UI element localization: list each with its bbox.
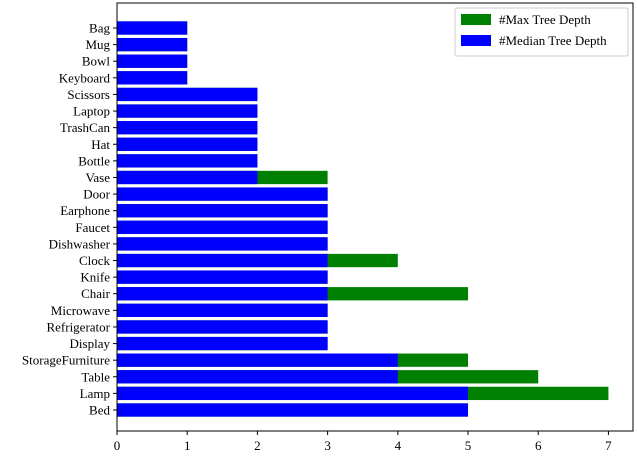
y-tick-label: Clock <box>79 253 111 268</box>
plot-frame <box>116 2 634 432</box>
y-tick-label: Lamp <box>80 386 110 401</box>
bar-median-tree-depth-table <box>117 370 398 384</box>
bar-median-tree-depth-display <box>117 336 328 351</box>
bar-median-tree-depth-faucet <box>117 220 328 234</box>
y-tick-label: Microwave <box>51 303 110 318</box>
x-tick-label: 1 <box>184 438 191 453</box>
bar-median-tree-depth-bed <box>117 403 469 417</box>
y-tick-label: Table <box>81 369 110 384</box>
bar-median-tree-depth-keyboard <box>117 71 188 85</box>
bar-median-tree-depth-bottle <box>117 154 258 168</box>
bar-median-tree-depth-mug <box>117 37 188 52</box>
bar-median-tree-depth-scissors <box>117 87 258 102</box>
x-tick-label: 4 <box>395 438 402 453</box>
y-tick-label: Dishwasher <box>49 236 111 251</box>
y-tick-label: Knife <box>80 270 110 285</box>
y-tick-label: Display <box>70 336 111 351</box>
bar-median-tree-depth-trashcan <box>117 121 258 135</box>
y-tick-label: Bag <box>89 21 110 36</box>
y-tick-label: Hat <box>91 137 110 152</box>
bar-median-tree-depth-lamp <box>117 386 469 401</box>
bar-median-tree-depth-storagefurniture <box>117 353 398 367</box>
bar-median-tree-depth-door <box>117 187 328 201</box>
x-tick-label: 0 <box>114 438 121 453</box>
bar-median-tree-depth-vase <box>117 170 258 185</box>
y-tick-label: Faucet <box>75 220 110 235</box>
y-tick-label: Refrigerator <box>46 319 110 334</box>
y-tick-label: Scissors <box>67 87 110 102</box>
y-tick-label: Chair <box>81 286 111 301</box>
y-tick-label: Bed <box>89 403 110 418</box>
legend-label-max-tree-depth: #Max Tree Depth <box>499 12 591 27</box>
x-ticks: 0 1 2 3 4 5 6 7 <box>114 431 612 453</box>
bar-median-tree-depth-earphone <box>117 204 328 218</box>
bar-median-tree-depth-dishwasher <box>117 237 328 251</box>
y-tick-label: StorageFurniture <box>22 353 110 368</box>
y-tick-label: Keyboard <box>59 70 111 85</box>
y-tick-label: Laptop <box>73 104 110 119</box>
x-tick-label: 7 <box>605 438 612 453</box>
bar-median-tree-depth-microwave <box>117 303 328 317</box>
bar-median-tree-depth-hat <box>117 137 258 151</box>
legend-swatch-median-tree-depth <box>461 35 491 46</box>
bar-median-tree-depth-knife <box>117 270 328 284</box>
legend: #Max Tree Depth #Median Tree Depth <box>454 7 629 57</box>
legend-swatch-max-tree-depth <box>461 14 491 25</box>
bar-median-tree-depth-laptop <box>117 104 258 118</box>
bar-median-tree-depth-clock <box>117 253 328 268</box>
y-tick-label: Vase <box>85 170 110 185</box>
bars-layer <box>117 21 609 417</box>
y-tick-label: Bowl <box>82 54 111 69</box>
legend-box <box>454 7 629 57</box>
bar-median-tree-depth-bag <box>117 21 188 35</box>
x-tick-label: 3 <box>324 438 331 453</box>
x-tick-label: 5 <box>465 438 472 453</box>
y-tick-label: Bottle <box>78 153 110 168</box>
x-tick-label: 6 <box>535 438 542 453</box>
y-tick-label: Earphone <box>60 203 110 218</box>
y-tick-label: Mug <box>85 37 110 52</box>
bar-median-tree-depth-refrigerator <box>117 320 328 334</box>
x-tick-label: 2 <box>254 438 261 453</box>
legend-label-median-tree-depth: #Median Tree Depth <box>499 33 607 48</box>
y-tick-label: TrashCan <box>60 120 111 135</box>
y-tick-label: Door <box>83 187 110 202</box>
bar-median-tree-depth-bowl <box>117 54 188 68</box>
bar-median-tree-depth-chair <box>117 287 328 301</box>
